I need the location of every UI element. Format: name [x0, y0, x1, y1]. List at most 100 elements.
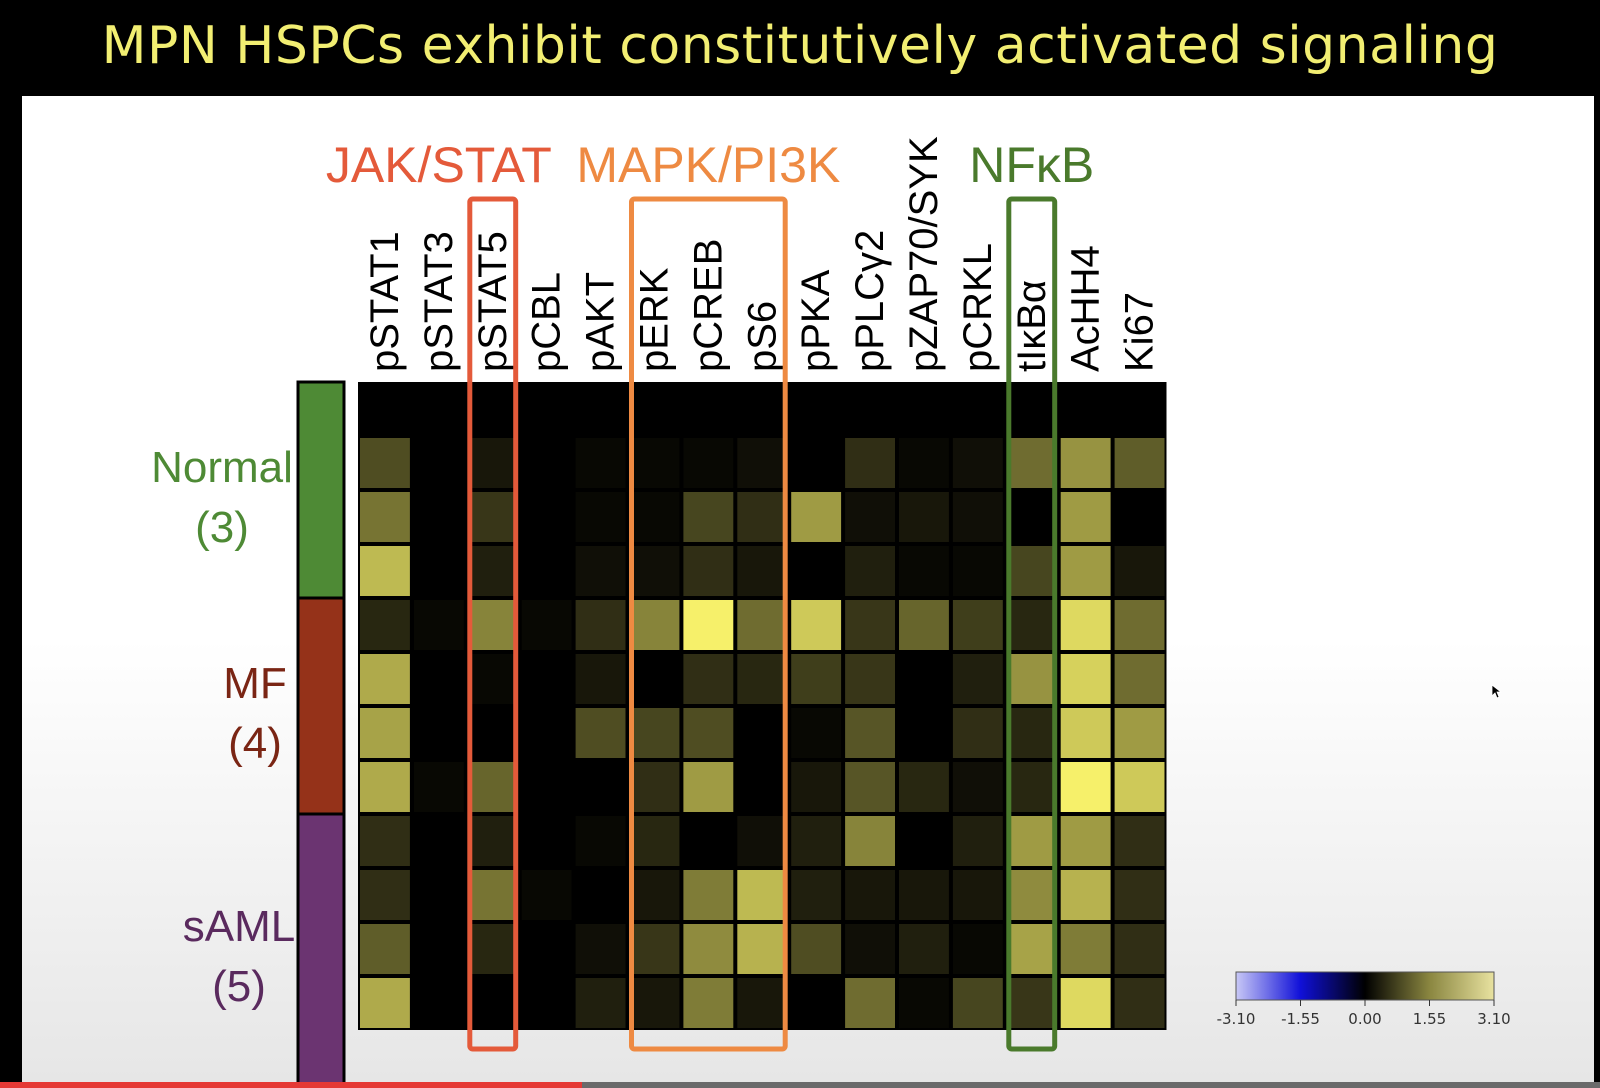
heatmap-cell: [683, 978, 734, 1028]
heatmap-cell: [1114, 384, 1165, 434]
heatmap-cell: [575, 492, 626, 542]
heatmap-cell: [1006, 654, 1057, 704]
heatmap-cell: [1114, 708, 1165, 758]
group-bar: [296, 596, 346, 816]
heatmap-cell: [1006, 816, 1057, 866]
heatmap-cell: [1006, 492, 1057, 542]
column-label: pCRKL: [956, 243, 1000, 372]
group-count: (3): [195, 503, 249, 552]
heatmap-background: [358, 382, 1167, 1030]
heatmap-cell: [360, 546, 410, 596]
heatmap-cell: [845, 600, 895, 650]
heatmap-cell: [413, 600, 464, 650]
slide-canvas: pSTAT1 pSTAT3 pSTAT5 pCBL pAKT pERK pCREB pS6 pP…: [22, 96, 1594, 1084]
heatmap-cell: [360, 708, 410, 758]
column-label: pCREB: [686, 239, 730, 372]
heatmap-cell: [575, 924, 626, 974]
heatmap-cell: [629, 546, 680, 596]
column-label: pS6: [740, 301, 784, 372]
heatmap-cell: [575, 978, 626, 1028]
heatmap-cell: [360, 438, 410, 488]
heatmap-cell: [845, 924, 895, 974]
pathway-box: [467, 196, 519, 1052]
heatmap-cell: [467, 924, 518, 974]
heatmap-cell: [360, 978, 410, 1028]
heatmap-cell: [899, 870, 949, 920]
heatmap-cell: [683, 600, 734, 650]
heatmap-cell: [791, 924, 842, 974]
heatmap-cell: [1114, 924, 1165, 974]
heatmap-cell: [1060, 924, 1111, 974]
heatmap-cell: [952, 438, 1003, 488]
heatmap-cell: [1006, 546, 1057, 596]
heatmap-cell: [1006, 870, 1057, 920]
heatmap-cell: [952, 546, 1003, 596]
heatmap-cell: [1114, 600, 1165, 650]
color-scale-bar: [1235, 971, 1495, 1001]
heatmap-cell: [521, 924, 572, 974]
heatmap-cell: [845, 654, 895, 704]
heatmap-cell: [413, 708, 464, 758]
heatmap-cell: [899, 384, 949, 434]
heatmap-cell: [1060, 978, 1111, 1028]
heatmap-cell: [629, 816, 680, 866]
heatmap-cell: [737, 492, 788, 542]
column-label: Ki67: [1118, 292, 1162, 372]
heatmap-cell: [899, 762, 949, 812]
column-label: pSTAT1: [363, 231, 407, 372]
heatmap-chart: pSTAT1 pSTAT3 pSTAT5 pCBL pAKT pERK pCREB pS6 pP…: [151, 136, 1511, 1084]
heatmap-cell: [1006, 762, 1057, 812]
heatmap-cell: [1114, 492, 1165, 542]
heatmap-cell: [737, 438, 788, 488]
heatmap-cell: [1060, 654, 1111, 704]
heatmap-cell: [899, 924, 949, 974]
heatmap-cell: [467, 708, 518, 758]
heatmap-cell: [845, 978, 895, 1028]
heatmap-cell: [1114, 438, 1165, 488]
heatmap-cell: [952, 816, 1003, 866]
heatmap-cell: [413, 438, 464, 488]
heatmap-cell: [683, 762, 734, 812]
heatmap-cell: [629, 654, 680, 704]
color-scale-tick-label: 0.00: [1348, 1010, 1381, 1028]
group-label: Normal: [151, 443, 293, 492]
heatmap-cell: [575, 816, 626, 866]
heatmap-cell: [413, 870, 464, 920]
heatmap-cell: [899, 438, 949, 488]
heatmap-cell: [629, 924, 680, 974]
column-label: tIκBα: [1010, 280, 1054, 372]
heatmap-cell: [1006, 384, 1057, 434]
heatmap-cell: [360, 870, 410, 920]
heatmap-cell: [1114, 816, 1165, 866]
heatmap-cell: [629, 384, 680, 434]
heatmap-cell: [575, 438, 626, 488]
heatmap-cell: [952, 708, 1003, 758]
heatmap-cell: [899, 600, 949, 650]
heatmap-cell: [467, 816, 518, 866]
heatmap-cell: [413, 762, 464, 812]
heatmap-cell: [1114, 978, 1165, 1028]
heatmap-cell: [791, 546, 842, 596]
heatmap-cell: [791, 384, 842, 434]
heatmap-cell: [629, 492, 680, 542]
group-label: MF: [223, 659, 287, 708]
color-scale-tick-label: -3.10: [1217, 1010, 1256, 1028]
heatmap-cell: [845, 816, 895, 866]
heatmap-cell: [791, 978, 842, 1028]
heatmap-cell: [845, 438, 895, 488]
heatmap-cell: [521, 438, 572, 488]
heatmap-cell: [575, 654, 626, 704]
heatmap-cell: [1114, 870, 1165, 920]
mouse-cursor-icon: [1492, 685, 1502, 699]
heatmap-cell: [899, 492, 949, 542]
heatmap-cell: [737, 978, 788, 1028]
heatmap-cell: [1006, 924, 1057, 974]
heatmap-cell: [737, 708, 788, 758]
heatmap-cell: [899, 708, 949, 758]
heatmap-cell: [1006, 978, 1057, 1028]
heatmap-cell: [683, 816, 734, 866]
video-progress-bar[interactable]: [0, 1082, 1600, 1088]
column-label: pCBL: [525, 272, 569, 372]
pathway-label: JAK/STAT: [326, 137, 552, 193]
color-scale-tick-label: -1.55: [1281, 1010, 1320, 1028]
